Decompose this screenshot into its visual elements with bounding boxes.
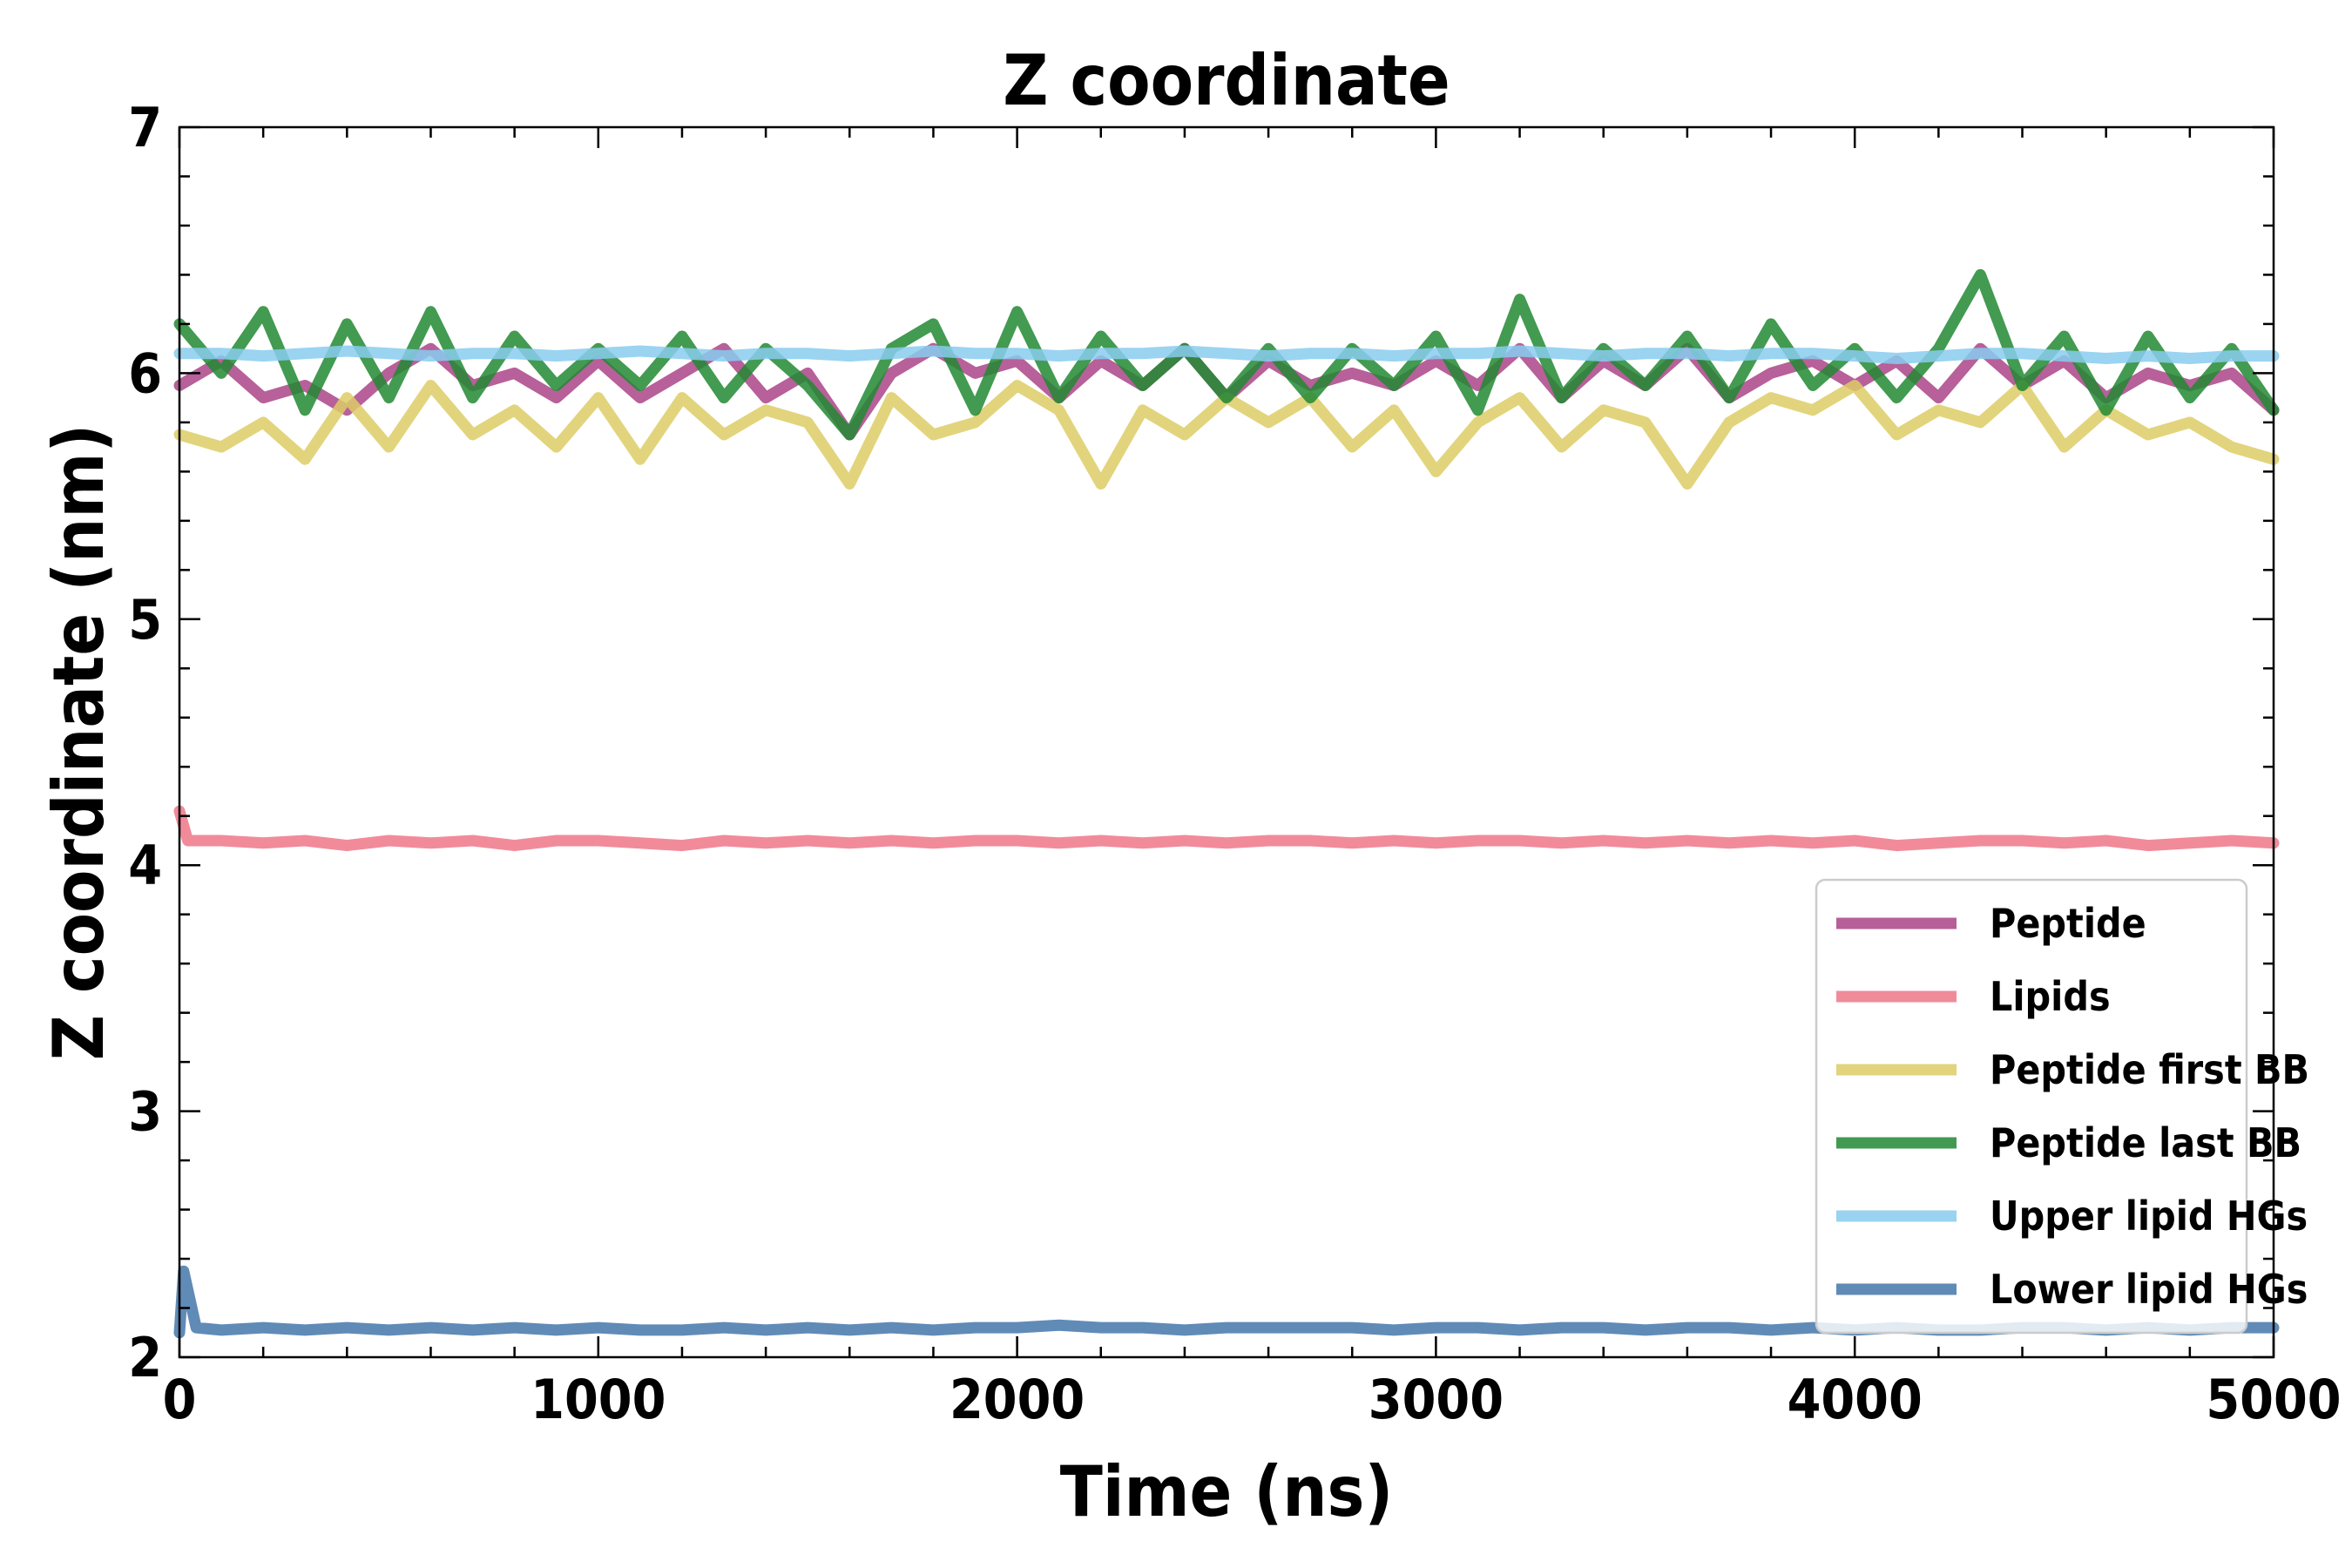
- y-tick-label: 6: [128, 341, 162, 405]
- x-tick-label: 1000: [531, 1368, 666, 1431]
- chart-title: Z coordinate: [1003, 40, 1450, 121]
- y-tick-label: 5: [128, 588, 162, 652]
- series-line-2: [173, 805, 2280, 852]
- legend-items: Peptide Lipids Peptide first BB Peptide las…: [1836, 900, 2309, 1313]
- legend-box: [1815, 878, 2248, 1335]
- legend-label-3: Peptide first BB: [1990, 1046, 2309, 1093]
- series-line-5: [173, 345, 2280, 364]
- y-tick-label: 4: [128, 834, 162, 897]
- x-tick-label: 0: [163, 1368, 197, 1431]
- legend-label-4: Peptide last BB: [1990, 1119, 2301, 1166]
- tick-labels-layer: 0 1000 2000 3000 4000 5000 2 3 4 5 6 7: [128, 96, 2341, 1431]
- legend-label-5: Upper lipid HGs: [1990, 1193, 2308, 1240]
- x-tick-label: 3000: [1369, 1368, 1504, 1431]
- y-tick-label: 3: [128, 1080, 162, 1144]
- legend-label-2: Lipids: [1990, 973, 2111, 1020]
- legend-label-6: Lower lipid HGs: [1990, 1266, 2308, 1313]
- x-tick-label: 5000: [2206, 1368, 2341, 1431]
- plot-frame: [178, 125, 2275, 1359]
- y-tick-label: 7: [128, 96, 162, 159]
- legend-label-1: Peptide: [1990, 900, 2146, 947]
- x-tick-label: 2000: [950, 1368, 1085, 1431]
- legend: Peptide Lipids Peptide first BB Peptide las…: [1815, 878, 2309, 1335]
- x-axis-label: Time (ns): [1060, 1451, 1394, 1532]
- y-axis-label: Z coordinate (nm): [38, 424, 119, 1061]
- x-tick-label: 4000: [1788, 1368, 1923, 1431]
- y-tick-label: 2: [128, 1326, 162, 1389]
